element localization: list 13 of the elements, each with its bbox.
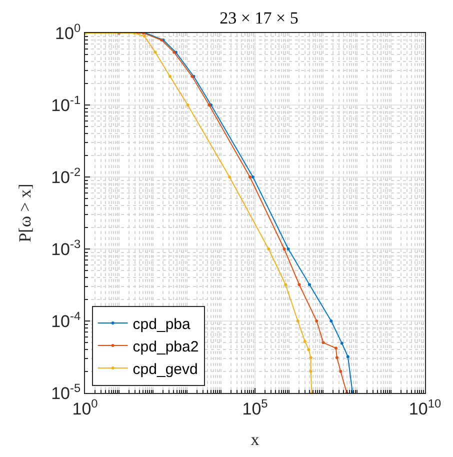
y-tick-label: 10$^{-1}$ (51, 92, 81, 115)
x-tick-label: 10$^{10}$ (408, 396, 442, 418)
x-tick-label: 10$^{5}$ (242, 396, 268, 418)
y-tick-label: 10$^{0}$ (55, 20, 81, 43)
x-axis-title: x (250, 430, 260, 449)
y-tick-label: 10$^{-2}$ (51, 164, 81, 187)
chart-title: 23 × 17 × 5 (220, 8, 298, 28)
y-tick-label: 10$^{-4}$ (51, 308, 81, 331)
legend-label: cpd_gevd (132, 360, 198, 378)
legend-label: cpd_pba2 (132, 338, 199, 356)
legend-label: cpd_pba (132, 316, 192, 333)
y-tick-label: 10$^{-3}$ (51, 236, 81, 259)
y-axis-title: P[ω > x] (16, 184, 35, 242)
